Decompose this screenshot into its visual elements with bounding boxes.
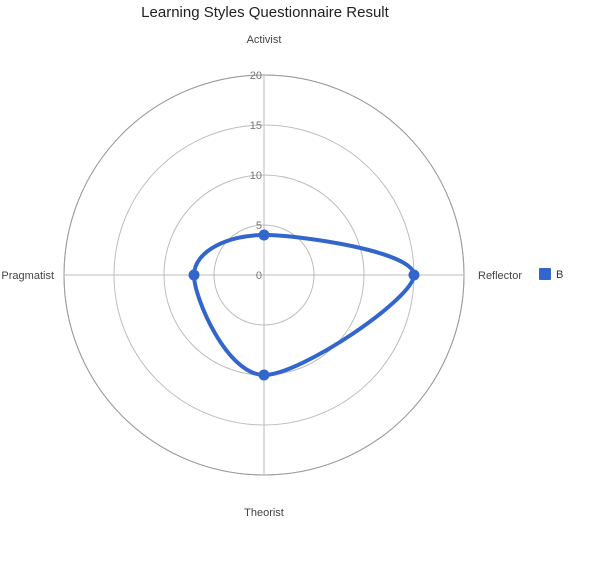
radar-grid [63, 74, 465, 476]
data-point-activist[interactable] [258, 229, 270, 241]
axis-label-reflector: Reflector [478, 270, 522, 282]
radial-tick-labels: 0 5 10 15 20 [250, 70, 262, 282]
axis-labels: Activist Reflector Theorist Pragmatist [1, 34, 522, 519]
tick-label: 5 [256, 220, 262, 232]
tick-label: 0 [256, 270, 262, 282]
axis-label-activist: Activist [247, 34, 282, 46]
tick-label: 20 [250, 70, 262, 82]
series-line-b[interactable] [192, 233, 416, 377]
legend-swatch-b[interactable] [539, 268, 551, 280]
data-point-reflector[interactable] [408, 269, 420, 281]
tick-label: 10 [250, 170, 262, 182]
chart-title: Learning Styles Questionnaire Result [141, 4, 389, 21]
legend[interactable]: B [539, 268, 563, 281]
axis-label-pragmatist: Pragmatist [1, 270, 54, 282]
data-point-theorist[interactable] [258, 369, 270, 381]
series-layer [188, 229, 420, 381]
tick-label: 15 [250, 120, 262, 132]
legend-label-b[interactable]: B [556, 269, 563, 281]
data-point-pragmatist[interactable] [188, 269, 200, 281]
axis-label-theorist: Theorist [244, 507, 284, 519]
